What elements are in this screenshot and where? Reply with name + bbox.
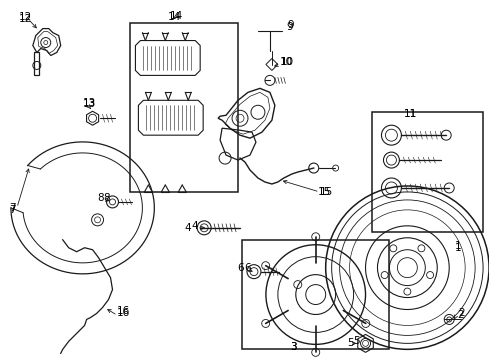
Text: 13: 13 (83, 98, 96, 108)
Text: 11: 11 (403, 109, 416, 119)
Text: 10: 10 (281, 58, 294, 67)
Text: 6: 6 (244, 263, 250, 273)
Text: 8: 8 (97, 193, 103, 203)
Text: 14: 14 (171, 11, 184, 21)
Bar (130, 23, 238, 192)
Text: 5: 5 (354, 336, 360, 346)
Text: 12: 12 (19, 14, 32, 24)
Text: 2: 2 (458, 309, 465, 319)
Text: 9: 9 (287, 22, 294, 32)
Text: 6: 6 (237, 263, 244, 273)
Text: 15: 15 (318, 187, 331, 197)
Text: 7: 7 (9, 203, 16, 213)
Text: 7: 7 (9, 205, 16, 215)
Text: 4: 4 (185, 223, 191, 233)
Text: 15: 15 (319, 187, 333, 197)
Text: 14: 14 (168, 12, 182, 22)
Text: 10: 10 (280, 58, 293, 67)
Text: 16: 16 (117, 309, 130, 319)
Text: 13: 13 (83, 99, 96, 109)
Text: 11: 11 (403, 109, 416, 119)
Bar (242, 240, 390, 349)
Text: 16: 16 (117, 306, 130, 316)
Text: 8: 8 (103, 193, 110, 203)
Text: 9: 9 (288, 19, 294, 30)
Text: 2: 2 (457, 310, 464, 320)
Text: 1: 1 (455, 241, 462, 251)
Text: 1: 1 (455, 243, 462, 253)
Bar (371, 112, 483, 232)
Text: 3: 3 (290, 342, 296, 352)
Text: 3: 3 (290, 342, 296, 352)
Text: 4: 4 (191, 221, 198, 231)
Text: 12: 12 (19, 12, 32, 22)
Text: 5: 5 (347, 338, 354, 348)
